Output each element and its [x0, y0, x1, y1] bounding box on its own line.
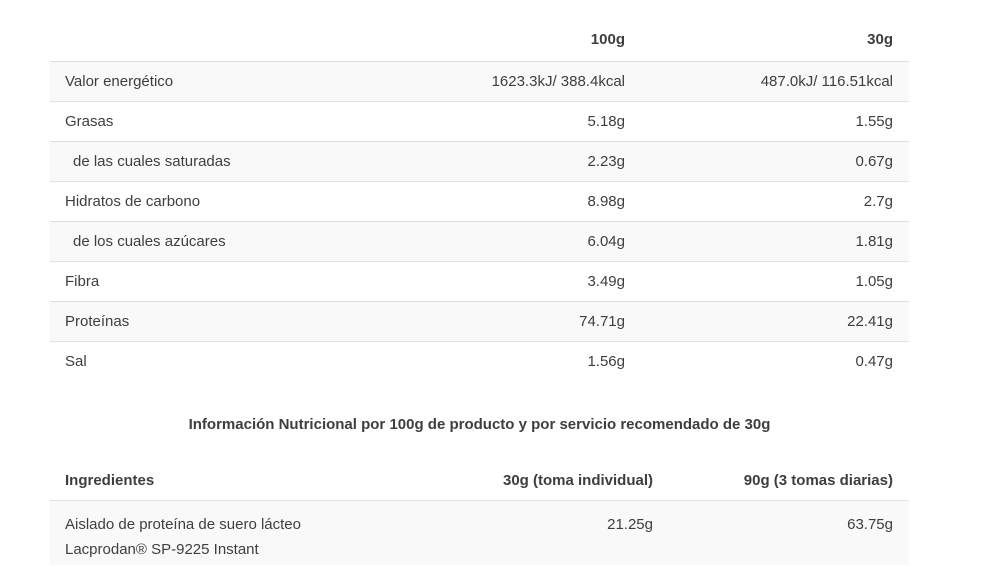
table-row-fat: Grasas 5.18g 1.55g — [50, 101, 909, 141]
nutrient-label: Grasas — [65, 112, 114, 130]
value-30g: 487.0kJ/ 116.51kcal — [760, 72, 893, 90]
value-100g: 3.49g — [587, 272, 625, 290]
nutrition-note: Información Nutricional por 100g de prod… — [188, 416, 771, 433]
value-30g: 1.05g — [855, 272, 893, 290]
table-row-carbohydrates: Hidratos de carbono 8.98g 2.7g — [50, 181, 909, 221]
table-row-fiber: Fibra 3.49g 1.05g — [50, 261, 909, 301]
value-90g-serving: 63.75g — [847, 515, 893, 533]
table-row-energy: Valor energético 1623.3kJ/ 388.4kcal 487… — [50, 61, 909, 101]
nutrition-header-row: 100g 30g — [50, 18, 909, 61]
value-100g: 6.04g — [587, 232, 625, 250]
value-30g: 22.41g — [847, 312, 893, 330]
value-30g: 1.81g — [855, 232, 893, 250]
nutrient-label: Valor energético — [65, 72, 174, 90]
col-header-single-serving: 30g (toma individual) — [502, 471, 653, 489]
value-100g: 8.98g — [587, 192, 625, 210]
table-row-saturated-fat: de las cuales saturadas 2.23g 0.67g — [50, 141, 909, 181]
ingredient-name-line1: Aislado de proteína de suero lácteo — [65, 515, 301, 533]
nutrient-label: Hidratos de carbono — [65, 192, 201, 210]
value-100g: 1.56g — [587, 352, 625, 370]
ingredients-header-row: Ingredientes 30g (toma individual) 90g (… — [50, 461, 909, 500]
value-30g: 2.7g — [863, 192, 893, 210]
value-30g-serving: 21.25g — [607, 515, 653, 533]
empty-header-cell — [50, 18, 390, 61]
ingredient-label: Aislado de proteína de suero lácteo Lacp… — [50, 500, 390, 565]
ingredients-table: Ingredientes 30g (toma individual) 90g (… — [50, 461, 909, 565]
nutrient-label: Fibra — [65, 272, 100, 290]
value-30g: 0.47g — [855, 352, 893, 370]
value-100g: 1623.3kJ/ 388.4kcal — [491, 72, 625, 90]
value-30g: 1.55g — [855, 112, 893, 130]
value-30g: 0.67g — [855, 152, 893, 170]
nutrient-label: de las cuales saturadas — [73, 152, 231, 170]
col-header-100g: 100g — [590, 30, 625, 48]
value-100g: 5.18g — [587, 112, 625, 130]
nutrient-label: Sal — [65, 352, 87, 370]
col-header-30g: 30g — [867, 30, 893, 48]
nutrient-label: de los cuales azúcares — [73, 232, 226, 250]
table-row-salt: Sal 1.56g 0.47g — [50, 341, 909, 381]
table-row-whey-protein: Aislado de proteína de suero lácteo Lacp… — [50, 500, 909, 565]
value-100g: 74.71g — [579, 312, 625, 330]
nutrition-info-page: 100g 30g Valor energético 1623.3kJ/ 388.… — [50, 18, 909, 565]
col-header-daily-servings: 90g (3 tomas diarias) — [743, 471, 893, 489]
col-header-ingredients: Ingredientes — [65, 471, 155, 489]
nutrition-facts-table: 100g 30g Valor energético 1623.3kJ/ 388.… — [50, 18, 909, 381]
table-row-sugars: de los cuales azúcares 6.04g 1.81g — [50, 221, 909, 261]
nutrient-label: Proteínas — [65, 312, 130, 330]
table-row-protein: Proteínas 74.71g 22.41g — [50, 301, 909, 341]
value-100g: 2.23g — [587, 152, 625, 170]
ingredient-name-line2: Lacprodan® SP-9225 Instant — [65, 540, 259, 558]
